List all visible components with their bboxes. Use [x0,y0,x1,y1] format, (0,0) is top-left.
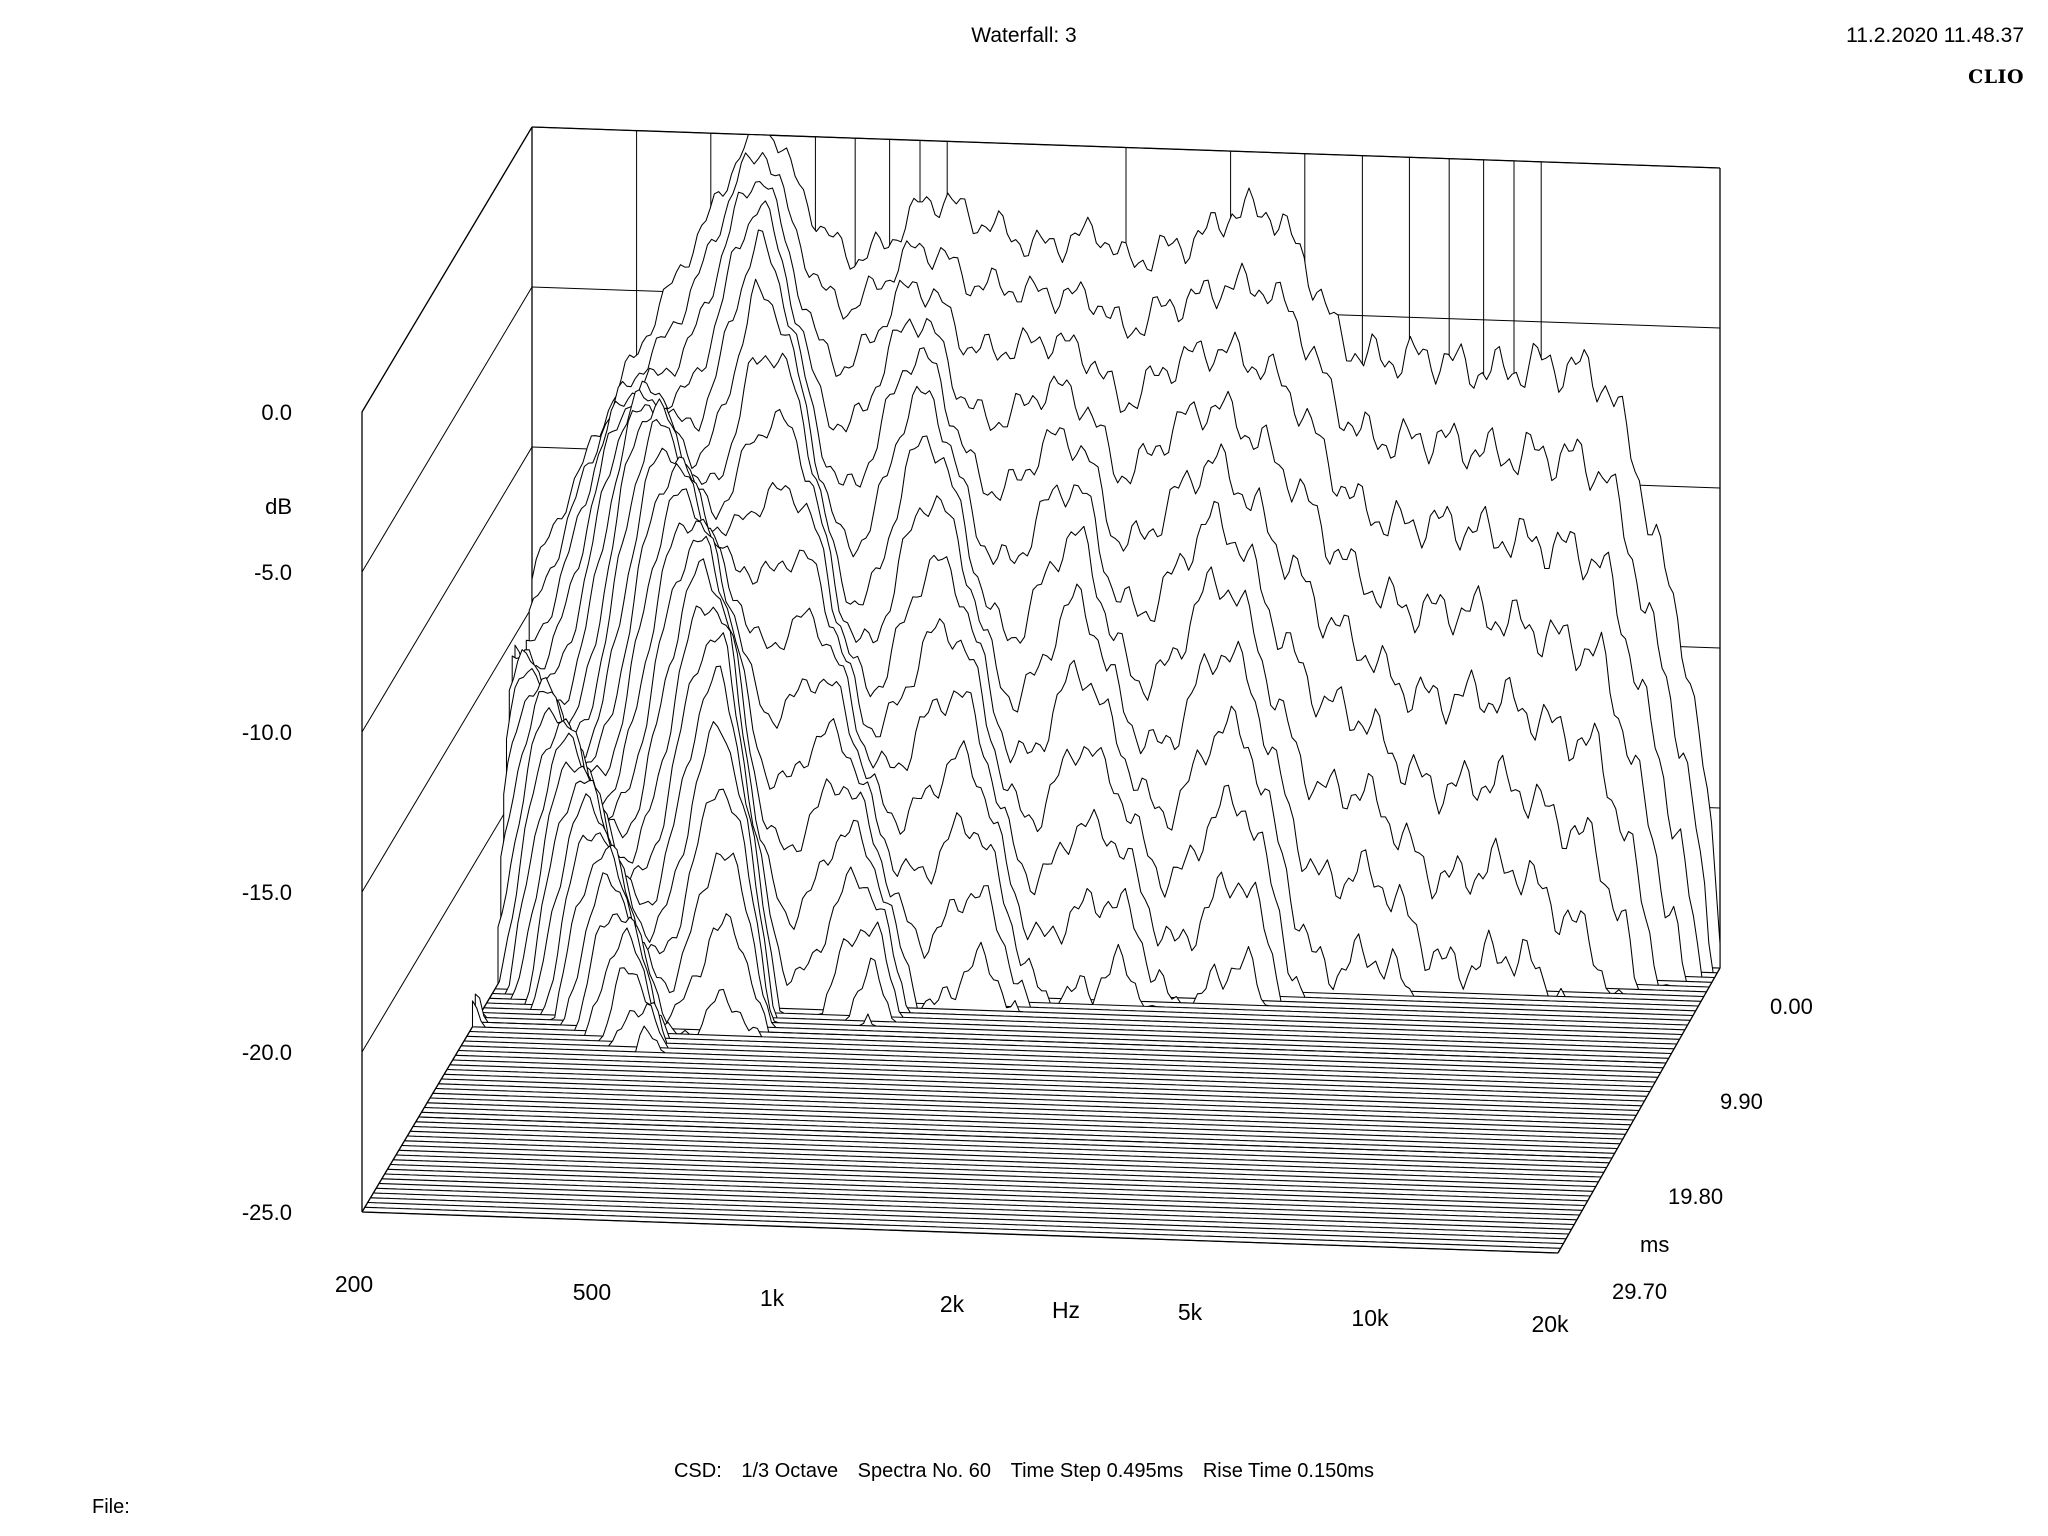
spectrum-slice-20 [474,872,1667,1064]
spectrum-slice-47 [398,1149,1594,1192]
grid-left-db-0 [361,126,533,413]
z-axis-title: ms [1640,1232,1669,1257]
measurement-info: CSD: 1/3 Octave Spectra No. 60 Time Step… [0,1460,2048,1483]
spectrum-slice-14 [491,605,1683,1036]
spectrum-slice-46 [401,1144,1597,1188]
y-tick-label-0: 0.0 [261,400,292,425]
measurement-datetime: 11.2.2020 11.48.37 [1846,24,2024,47]
spectrum-slice-25 [460,1025,1654,1088]
spectrum-slice-39 [420,1111,1616,1154]
csd-label: CSD: [673,1460,722,1482]
spectrum-slice-51 [386,1168,1583,1211]
grid-left-db-2 [361,446,533,733]
y-tick-label-1: -5.0 [254,560,292,585]
spectrum-slice-44 [406,1135,1602,1178]
grid-left-db-3 [361,606,533,893]
x-tick-label-5: 10k [1351,1305,1389,1331]
axis-labels: 0.0 -5.0 -10.0 -15.0 -20.0 -25.0 dB 200 500 1k 2k 5… [242,400,1813,1337]
spectrum-slice-33 [437,1083,1632,1126]
spectrum-slice-45 [403,1140,1600,1183]
x-tick-label-6: 20k [1531,1311,1569,1337]
spectrum-slice-41 [415,1121,1610,1164]
spectrum-slice-58 [367,1201,1564,1245]
y-tick-label-2: -10.0 [242,720,292,745]
z-tick-label-0: 0.00 [1770,994,1813,1019]
spectrum-slice-37 [426,1102,1621,1145]
y-axis-title: dB [265,494,292,519]
spectrum-slice-48 [395,1154,1591,1197]
spectrum-slice-54 [378,1182,1575,1226]
x-tick-label-3: 2k [940,1291,965,1317]
spectra-count-info: Spectra No. 60 [857,1460,992,1482]
spectrum-slice-26 [457,1049,1651,1093]
spectrum-slice-21 [471,913,1664,1069]
spectra-slices [364,133,1721,1249]
spectrum-slice-28 [452,1059,1645,1102]
y-tick-label-5: -25.0 [242,1200,292,1225]
spectrum-slice-31 [443,1073,1637,1116]
spectrum-slice-52 [384,1173,1581,1216]
z-tick-label-1: 9.90 [1720,1089,1763,1114]
y-tick-label-3: -15.0 [242,880,292,905]
spectrum-slice-43 [409,1130,1605,1173]
spectrum-slice-38 [423,1106,1618,1150]
spectrum-slice-13 [494,558,1686,1031]
spectrum-slice-36 [429,1097,1624,1140]
spectrum-slice-29 [449,1064,1643,1107]
spectrum-slice-56 [372,1192,1570,1235]
grid-left-db-1 [361,286,533,573]
spectrum-slice-30 [446,1068,1640,1112]
spectrum-slice-49 [392,1159,1589,1202]
spectrum-slice-57 [369,1197,1567,1240]
z-tick-label-3: 29.70 [1612,1279,1667,1304]
spectrum-slice-32 [440,1078,1635,1121]
x-tick-label-1: 500 [573,1279,611,1305]
x-tick-label-0: 200 [335,1271,373,1297]
spectrum-slice-55 [375,1187,1573,1230]
spectrum-slice-59 [364,1206,1562,1249]
spectrum-slice-27 [454,1054,1648,1097]
smoothing-info: 1/3 Octave [741,1460,839,1482]
x-tick-label-4: 5k [1178,1299,1203,1325]
spectrum-slice-22 [469,927,1662,1074]
spectrum-slice-40 [418,1116,1613,1159]
y-tick-label-4: -20.0 [242,1040,292,1065]
brand-logo: CLIO [1968,66,2024,88]
chart-title: Waterfall: 3 [971,24,1077,47]
time-step-info: Time Step 0.495ms [1010,1460,1184,1482]
spectrum-slice-53 [381,1178,1578,1221]
spectrum-slice-24 [463,1003,1656,1083]
spectrum-slice-50 [389,1163,1586,1207]
spectrum-slice-34 [435,1087,1629,1131]
x-axis-title: Hz [1052,1297,1080,1323]
spectrum-slice-35 [432,1092,1627,1135]
spectrum-slice-23 [466,967,1659,1078]
x-tick-label-2: 1k [760,1285,785,1311]
z-tick-label-2: 19.80 [1668,1184,1723,1209]
rise-time-info: Rise Time 0.150ms [1202,1460,1375,1482]
file-label: File: [92,1496,130,1518]
grid-floor-time-3 [361,1211,1559,1254]
spectrum-slice-42 [412,1125,1608,1169]
